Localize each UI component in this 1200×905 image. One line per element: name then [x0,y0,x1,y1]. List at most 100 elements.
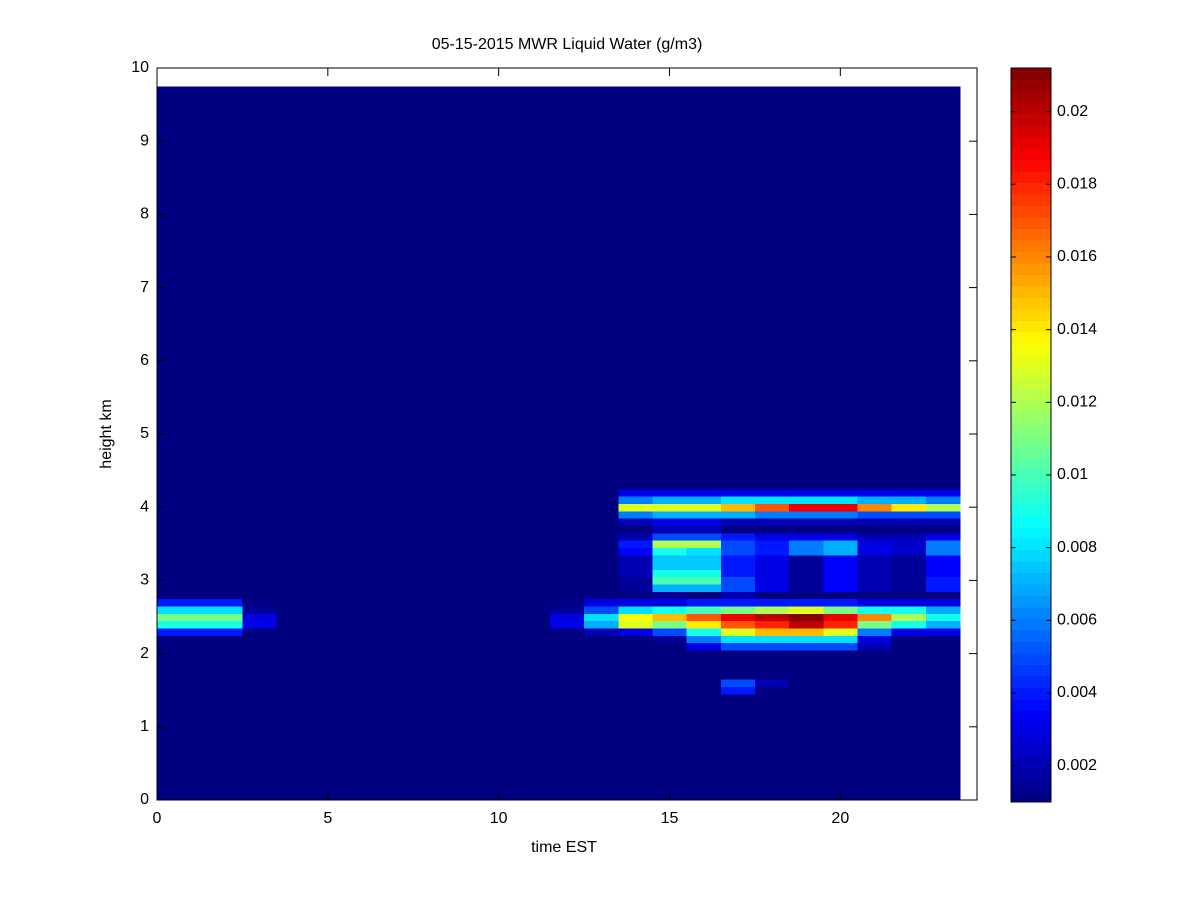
colorbar-swatch [1011,331,1051,344]
heatmap-cell [925,576,961,585]
heatmap-cell [157,642,243,651]
heatmap-cell [857,562,893,570]
heatmap-cell [857,547,893,556]
heatmap-cell [754,569,790,578]
heatmap-cell [584,488,619,497]
heatmap-cell [686,679,722,688]
heatmap-cell [157,591,243,600]
heatmap-cell [549,591,585,600]
heatmap-cell [652,86,688,490]
colorbar-swatch [1011,515,1051,528]
heatmap-cell [823,510,858,519]
heatmap-cell [652,584,688,592]
heatmap-cell [652,598,688,607]
colorbar-swatch [1011,102,1051,115]
heatmap-cell [789,576,824,585]
heatmap-cell [618,591,653,600]
colorbar-swatch [1011,584,1051,597]
colorbar-tick-label: 0.014 [1057,321,1097,338]
heatmap-cell [652,488,688,497]
heatmap-cell [891,642,927,651]
heatmap-cell [242,569,278,578]
heatmap-cell [720,525,756,534]
heatmap-cell [857,584,893,592]
heatmap-cell [891,569,927,578]
colorbar-swatch [1011,194,1051,207]
colorbar-swatch [1011,412,1051,425]
y-tick-label: 7 [140,279,149,296]
heatmap-cell [157,693,243,801]
heatmap-cell [823,649,858,680]
heatmap-cell [242,598,278,607]
heatmap-cell [891,598,927,607]
heatmap-cell [925,547,961,556]
heatmap-cell [157,613,243,622]
heatmap-cell [789,598,824,607]
heatmap-cell [857,679,893,688]
heatmap-cell [618,510,653,519]
colorbar-swatch [1011,572,1051,585]
colorbar-swatch [1011,389,1051,402]
heatmap-cell [618,635,653,644]
heatmap-cell [242,584,278,592]
heatmap-cell [652,606,688,614]
colorbar-swatch [1011,171,1051,184]
heatmap-cell [157,496,243,505]
heatmap-cell [857,496,893,505]
heatmap-cell [925,649,961,680]
heatmap-cell [789,606,824,614]
heatmap-cell [789,584,824,592]
heatmap-cell [754,510,790,519]
colorbar-swatch [1011,469,1051,482]
heatmap-cell [857,503,893,512]
heatmap-cell [276,554,551,563]
heatmap-cell [754,86,790,490]
colorbar-swatch [1011,423,1051,436]
heatmap-cell [242,525,278,534]
heatmap-cell [925,679,961,688]
heatmap-cell [157,649,243,680]
heatmap-cell [549,598,585,607]
heatmap-cell [686,635,722,644]
heatmap-cell [720,569,756,578]
heatmap-cell [754,525,790,534]
heatmap-cell [686,591,722,600]
heatmap-cell [789,591,824,600]
y-tick-label: 10 [131,59,149,76]
colorbar-tick-label: 0.02 [1057,103,1088,120]
heatmap-cell [754,540,790,548]
colorbar-swatch [1011,652,1051,665]
heatmap-cell [686,627,722,636]
heatmap-cell [686,584,722,592]
heatmap-cell [652,613,688,622]
y-tick-label: 1 [140,718,149,735]
heatmap-cell [891,584,927,592]
heatmap-cell [584,613,619,622]
heatmap-cell [652,569,688,578]
heatmap-cell [618,547,653,556]
heatmap-cell [276,569,551,578]
heatmap-cell [857,554,893,563]
y-axis-label: height km [98,399,115,468]
heatmap-cell [925,591,961,600]
colorbar-tick-label: 0.01 [1057,466,1088,483]
heatmap-cell [720,649,756,680]
colorbar-swatch [1011,629,1051,642]
heatmap-cell [549,679,585,688]
heatmap-cell [891,606,927,614]
colorbar-swatch [1011,675,1051,688]
heatmap-cell [584,635,619,644]
heatmap-cell [157,518,243,526]
heatmap-cell [720,584,756,592]
heatmap-cell [789,686,824,695]
heatmap-cell [857,86,893,490]
heatmap-cell [584,649,619,680]
heatmap-cell [720,540,756,548]
heatmap-cell [925,686,961,695]
heatmap-cell [242,620,278,629]
heatmap-cell [549,547,585,556]
heatmap-cell [652,547,688,556]
heatmap-cell [925,627,961,636]
colorbar-swatch [1011,687,1051,700]
heatmap-cell [584,627,619,636]
